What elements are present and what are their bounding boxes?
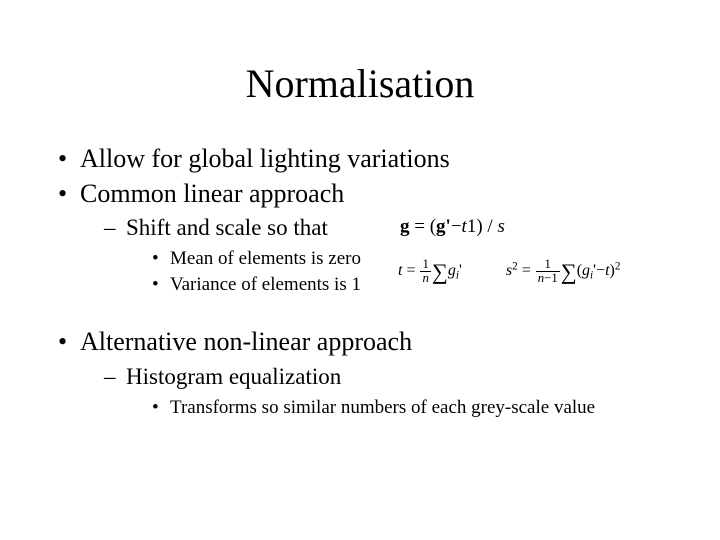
bullet-text: Allow for global lighting variations <box>80 144 450 173</box>
bullet-text: Mean of elements is zero <box>170 248 361 269</box>
formula-s: s2 = 1n−1∑(gi'−t)2 <box>506 262 621 279</box>
bullet-text: Histogram equalization <box>126 364 341 389</box>
bullet-text: Alternative non-linear approach <box>80 327 412 356</box>
bullet-text: Transforms so similar numbers of each gr… <box>170 397 595 418</box>
bullet-list: Alternative non-linear approach Histogra… <box>54 326 670 419</box>
bullet-item: Allow for global lighting variations <box>54 143 670 176</box>
slide: Normalisation Allow for global lighting … <box>0 0 720 540</box>
bullet-sublist: Transforms so similar numbers of each gr… <box>152 396 670 420</box>
formula-t: t = 1n∑gi' <box>398 262 462 279</box>
slide-title: Normalisation <box>50 60 670 107</box>
bullet-text: Shift and scale so that <box>126 215 328 240</box>
bullet-text: Common linear approach <box>80 179 344 208</box>
bullet-item: Histogram equalization Transforms so sim… <box>104 363 670 420</box>
spacer <box>50 300 670 324</box>
bullet-item: Alternative non-linear approach Histogra… <box>54 326 670 419</box>
bullet-sublist: Histogram equalization Transforms so sim… <box>104 363 670 420</box>
formula-sub: t = 1n∑gi' s2 = 1n−1∑(gi'−t)2 <box>398 258 620 285</box>
bullet-text: Variance of elements is 1 <box>170 274 361 295</box>
bullet-item: Transforms so similar numbers of each gr… <box>152 396 670 420</box>
formula-main: g = (g'−t1) / s <box>400 216 505 238</box>
